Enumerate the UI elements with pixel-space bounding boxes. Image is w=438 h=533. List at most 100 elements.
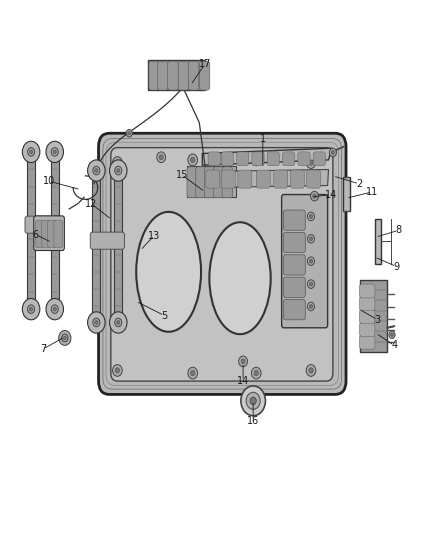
Circle shape <box>254 157 258 163</box>
Circle shape <box>29 307 33 311</box>
FancyBboxPatch shape <box>206 170 220 188</box>
Bar <box>51 152 59 309</box>
FancyBboxPatch shape <box>188 61 199 90</box>
Text: 10: 10 <box>43 176 55 186</box>
FancyBboxPatch shape <box>48 220 57 248</box>
Circle shape <box>46 298 64 320</box>
Circle shape <box>307 235 314 243</box>
Circle shape <box>241 386 265 416</box>
Polygon shape <box>202 148 332 165</box>
FancyBboxPatch shape <box>199 61 210 90</box>
Bar <box>360 280 387 352</box>
FancyBboxPatch shape <box>221 170 235 188</box>
Bar <box>187 166 236 197</box>
Circle shape <box>251 154 261 166</box>
Text: 16: 16 <box>247 416 259 426</box>
FancyBboxPatch shape <box>283 210 305 230</box>
Circle shape <box>254 370 258 376</box>
Bar <box>92 171 100 322</box>
Polygon shape <box>343 177 350 211</box>
Circle shape <box>22 141 40 163</box>
Circle shape <box>128 132 131 135</box>
FancyBboxPatch shape <box>168 61 178 90</box>
Circle shape <box>306 157 316 168</box>
Circle shape <box>113 365 122 376</box>
FancyBboxPatch shape <box>298 152 310 166</box>
FancyBboxPatch shape <box>360 297 375 311</box>
FancyBboxPatch shape <box>34 216 64 251</box>
Circle shape <box>29 150 33 154</box>
Text: 12: 12 <box>85 199 97 208</box>
FancyBboxPatch shape <box>208 152 220 166</box>
FancyBboxPatch shape <box>99 133 346 394</box>
FancyBboxPatch shape <box>274 170 288 188</box>
FancyBboxPatch shape <box>158 61 168 90</box>
Circle shape <box>241 359 245 364</box>
Circle shape <box>117 320 120 325</box>
Circle shape <box>95 320 98 325</box>
Text: 7: 7 <box>40 344 46 354</box>
Circle shape <box>309 214 313 219</box>
FancyBboxPatch shape <box>267 152 279 166</box>
Circle shape <box>313 194 316 198</box>
FancyBboxPatch shape <box>360 322 375 336</box>
Bar <box>148 60 205 90</box>
FancyBboxPatch shape <box>42 220 50 248</box>
Text: 14: 14 <box>325 190 337 199</box>
Circle shape <box>159 155 163 160</box>
FancyBboxPatch shape <box>283 232 305 253</box>
FancyBboxPatch shape <box>196 167 206 198</box>
Circle shape <box>117 168 120 173</box>
Polygon shape <box>375 219 381 264</box>
Text: 15: 15 <box>176 170 188 180</box>
Text: 14: 14 <box>237 376 249 386</box>
Circle shape <box>246 392 260 409</box>
Circle shape <box>306 365 316 376</box>
Bar <box>27 152 35 309</box>
Circle shape <box>389 331 395 338</box>
Text: 1: 1 <box>260 134 266 143</box>
FancyBboxPatch shape <box>149 61 159 90</box>
Circle shape <box>53 307 57 311</box>
Circle shape <box>191 370 195 376</box>
FancyBboxPatch shape <box>111 148 333 381</box>
Circle shape <box>309 304 313 309</box>
Ellipse shape <box>209 222 271 334</box>
FancyBboxPatch shape <box>252 152 264 166</box>
Bar <box>114 171 122 322</box>
Circle shape <box>64 336 66 340</box>
FancyBboxPatch shape <box>54 220 63 248</box>
Circle shape <box>59 330 71 345</box>
Circle shape <box>309 259 313 263</box>
Circle shape <box>239 356 247 367</box>
Circle shape <box>62 334 68 342</box>
Circle shape <box>251 367 261 379</box>
Circle shape <box>307 280 314 288</box>
Text: 2: 2 <box>356 179 362 189</box>
Text: 4: 4 <box>391 341 397 350</box>
FancyBboxPatch shape <box>25 216 61 233</box>
Circle shape <box>93 318 100 327</box>
Circle shape <box>51 305 58 313</box>
FancyBboxPatch shape <box>360 284 375 298</box>
Circle shape <box>307 302 314 311</box>
Circle shape <box>28 148 35 156</box>
Circle shape <box>191 157 195 163</box>
Circle shape <box>307 257 314 265</box>
FancyBboxPatch shape <box>283 277 305 297</box>
Circle shape <box>309 237 313 241</box>
Circle shape <box>28 305 35 313</box>
FancyBboxPatch shape <box>178 61 189 90</box>
Circle shape <box>329 148 336 157</box>
Circle shape <box>309 160 313 165</box>
FancyBboxPatch shape <box>256 170 270 188</box>
FancyBboxPatch shape <box>205 167 215 198</box>
Circle shape <box>46 141 64 163</box>
Circle shape <box>88 312 105 333</box>
Text: 17: 17 <box>199 59 211 69</box>
Circle shape <box>115 166 122 175</box>
Circle shape <box>53 150 57 154</box>
Circle shape <box>110 160 127 181</box>
Circle shape <box>157 152 166 163</box>
Text: 3: 3 <box>374 315 381 325</box>
